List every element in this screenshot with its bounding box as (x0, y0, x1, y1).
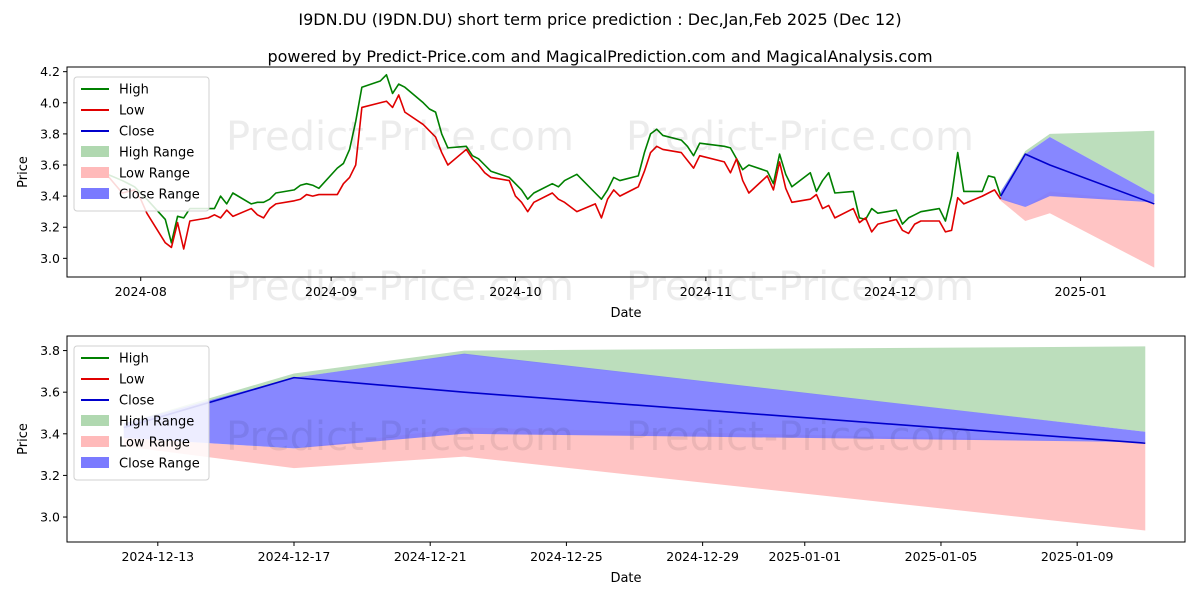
legend-label: Close Range (119, 188, 200, 203)
legend: High Low Close High Range Low Range Close Ran… (73, 76, 210, 212)
y-tick-label: 4.0 (40, 95, 60, 110)
x-axis-label: Date (610, 571, 641, 586)
x-axis-label: Date (610, 306, 641, 321)
legend-label: Low (119, 104, 145, 119)
legend-label: High (119, 352, 149, 367)
watermark-text: Predict-Price.com (226, 414, 574, 460)
legend-swatch-high-range (81, 146, 109, 157)
x-tick-label: 2025-01-05 (905, 549, 978, 564)
x-tick-label: 2024-08 (115, 284, 167, 299)
legend-label: High Range (119, 146, 194, 161)
lower-panel: Predict-Price.com Predict-Price.com 3.0 3.2… (16, 335, 1186, 586)
legend-swatch-high-range (81, 415, 109, 426)
x-tick-label: 2024-12-25 (530, 549, 603, 564)
x-tick-label: 2025-01-09 (1041, 549, 1114, 564)
chart-subtitle: powered by Predict-Price.com and Magical… (267, 47, 932, 66)
legend: High Low Close High Range Low Range Close Ran… (73, 345, 210, 481)
legend-swatch-close-range (81, 188, 109, 199)
y-axis-label: Price (16, 423, 31, 455)
axes-frame (66, 66, 1186, 278)
high-range-band (1000, 130, 1155, 200)
watermark-text: Predict-Price.com (626, 114, 974, 160)
chart-title: I9DN.DU (I9DN.DU) short term price predi… (298, 10, 901, 29)
y-tick-label: 3.2 (40, 468, 60, 483)
y-tick-label: 3.0 (40, 251, 60, 266)
axes-frame (66, 335, 1186, 543)
legend-label: Close Range (119, 457, 200, 472)
x-tick-label: 2024-12-17 (258, 549, 331, 564)
legend-label: Low Range (119, 436, 190, 451)
y-tick-label: 3.8 (40, 126, 60, 141)
y-tick-label: 3.6 (40, 158, 60, 173)
y-tick-label: 3.8 (40, 343, 60, 358)
low-range-band (1000, 191, 1155, 268)
y-tick-label: 3.4 (40, 426, 60, 441)
y-tick-label: 3.0 (40, 510, 60, 525)
high-series-line (103, 73, 1002, 244)
legend-label: Low Range (119, 167, 190, 182)
y-axis-label: Price (16, 156, 31, 188)
y-tick-label: 3.2 (40, 220, 60, 235)
watermark-text: Predict-Price.com (626, 414, 974, 460)
upper-panel: Predict-Price.com Predict-Price.com Predic… (16, 64, 1186, 321)
watermark-text: Predict-Price.com (226, 264, 574, 310)
x-tick-label: 2024-11 (680, 284, 732, 299)
y-tick-label: 4.2 (40, 64, 60, 79)
legend-label: High (119, 83, 149, 98)
legend-swatch-low-range (81, 436, 109, 447)
x-tick-label: 2024-12-13 (121, 549, 194, 564)
x-tick-label: 2025-01 (1054, 284, 1106, 299)
legend-label: Close (119, 125, 154, 140)
low-series-line (103, 94, 1002, 250)
plot-area (103, 73, 1155, 268)
x-tick-label: 2024-12-21 (394, 549, 467, 564)
legend-swatch-low-range (81, 167, 109, 178)
low-range-band (123, 427, 1146, 531)
y-tick-label: 3.6 (40, 385, 60, 400)
legend-label: Close (119, 394, 154, 409)
legend-label: Low (119, 373, 145, 388)
watermark-text: Predict-Price.com (226, 114, 574, 160)
high-range-band (123, 346, 1146, 432)
x-tick-label: 2024-12 (864, 284, 916, 299)
legend-label: High Range (119, 415, 194, 430)
x-tick-label: 2024-09 (305, 284, 357, 299)
y-tick-label: 3.4 (40, 189, 60, 204)
x-tick-label: 2024-12-29 (666, 549, 739, 564)
close-series-line (1000, 153, 1155, 205)
legend-swatch-close-range (81, 457, 109, 468)
x-tick-label: 2025-01-01 (768, 549, 841, 564)
x-tick-label: 2024-10 (489, 284, 541, 299)
watermark-text: Predict-Price.com (626, 264, 974, 310)
